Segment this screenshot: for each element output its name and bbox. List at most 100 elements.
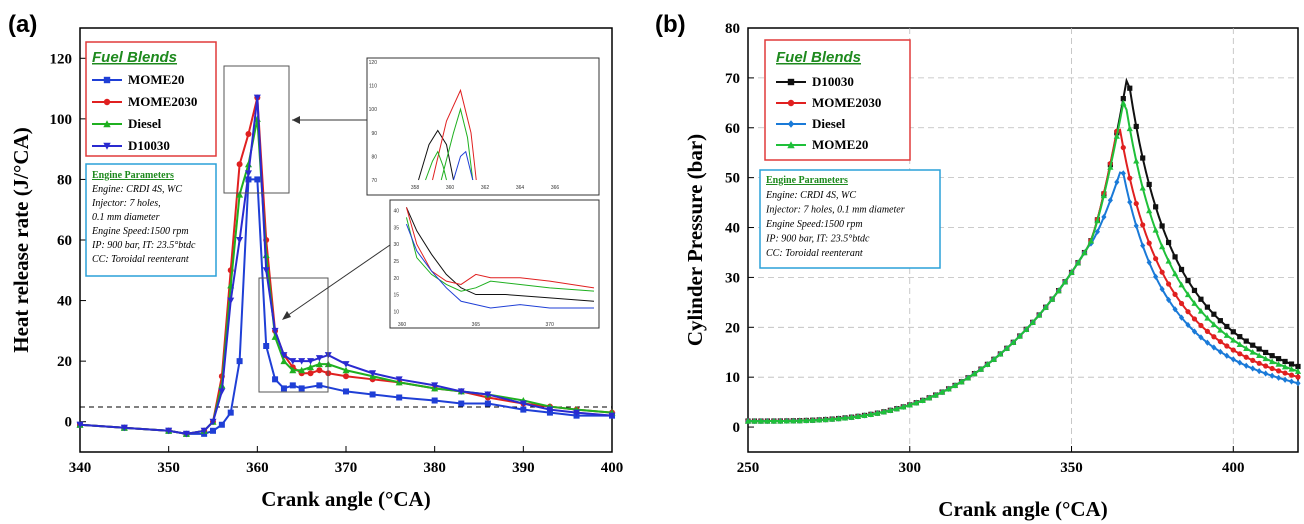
x-tick-label-a: 370 <box>335 460 358 476</box>
engine-params-a: Engine Parameters Engine: CRDI 4S, WC Inj… <box>85 163 217 277</box>
data-point-b-mome20 <box>1191 300 1198 306</box>
x-tick-label-a: 390 <box>512 460 535 476</box>
data-point-b-diesel <box>1133 222 1139 229</box>
data-point-b-mome20 <box>848 414 855 420</box>
inset-peak-curve <box>432 88 477 181</box>
data-point-b-mome20 <box>1236 341 1243 347</box>
data-point-b-mome2030 <box>1140 222 1146 228</box>
data-point-b-mome20 <box>867 411 875 417</box>
data-point-b-d10030 <box>1217 318 1223 324</box>
data-point-b-diesel <box>1263 370 1269 377</box>
data-point-b-mome20 <box>1107 164 1114 170</box>
data-point-a-d10030 <box>227 297 235 305</box>
x-tick-label-b: 400 <box>1222 460 1245 476</box>
param-line-a: Engine: CRDI 4S, WC <box>91 184 182 195</box>
data-point-b-mome20 <box>757 417 765 424</box>
data-point-b-diesel <box>1295 380 1301 387</box>
data-point-b-mome2030 <box>1204 328 1211 334</box>
arrow-peak-head <box>292 116 300 124</box>
data-point-a-mome20 <box>280 385 287 392</box>
inset-tail-y-tick: 20 <box>393 276 399 282</box>
data-point-b-mome2030 <box>1191 316 1198 322</box>
data-point-b-mome20 <box>1094 217 1101 224</box>
data-point-b-mome20 <box>1184 291 1192 298</box>
data-point-b-diesel <box>1243 362 1249 369</box>
data-point-b-mome2030 <box>1256 360 1262 366</box>
data-point-b-diesel <box>1217 348 1223 355</box>
data-point-b-mome20 <box>964 374 972 381</box>
panel-label-b: (b) <box>655 11 686 38</box>
data-point-b-mome20 <box>958 378 965 385</box>
data-point-b-mome20 <box>744 417 752 424</box>
data-point-a-d10030 <box>165 427 173 435</box>
data-point-a-d10030 <box>315 355 323 362</box>
data-point-b-mome20 <box>1178 281 1185 288</box>
data-point-b-mome20 <box>1243 345 1250 351</box>
params-box-a <box>85 163 217 277</box>
data-point-b-mome20 <box>1016 332 1023 339</box>
legend-items-b: D10030 MOME2030 Diesel MOME20 <box>776 74 881 152</box>
legend-label-a: D10030 <box>128 138 170 153</box>
data-point-a-d10030 <box>431 382 439 389</box>
data-point-a-d10030 <box>182 430 190 438</box>
legend-label-b: Diesel <box>812 116 846 131</box>
param-line-a: 0.1 mm diameter <box>92 212 160 223</box>
data-point-b-mome2030 <box>1146 240 1152 246</box>
inset-peak-y-tick: 100 <box>369 107 378 113</box>
data-point-b-diesel <box>1107 197 1113 204</box>
data-point-b-d10030 <box>1185 277 1191 284</box>
y-tick-label-a: 0 <box>65 415 73 431</box>
data-point-b-d10030 <box>1127 85 1133 91</box>
data-point-b-mome20 <box>1139 184 1146 191</box>
data-point-b-d10030 <box>1133 123 1139 130</box>
data-point-b-mome20 <box>854 413 862 419</box>
x-tick-label-b: 350 <box>1060 460 1083 476</box>
data-point-b-diesel <box>1237 359 1243 366</box>
data-point-b-mome2030 <box>1120 144 1126 151</box>
data-point-b-mome20 <box>1165 257 1172 264</box>
inset-peak-x-tick: 366 <box>551 185 560 191</box>
data-point-a-mome20 <box>316 382 323 389</box>
legend-marker-a <box>103 76 111 84</box>
data-point-b-diesel <box>1256 368 1262 375</box>
chart-b: 0 10 20 30 40 50 60 70 80 250 300 350 400 Crank angl… <box>683 21 1302 521</box>
data-point-a-mome20 <box>227 409 234 416</box>
data-point-b-diesel <box>1269 372 1275 379</box>
data-point-b-d10030 <box>1153 204 1159 210</box>
inset-peak-y-tick: 120 <box>369 60 378 66</box>
data-point-b-mome20 <box>1262 355 1269 362</box>
data-point-b-diesel <box>1140 242 1146 249</box>
data-point-b-d10030 <box>1230 329 1236 335</box>
data-point-b-mome20 <box>822 416 829 423</box>
data-point-b-d10030 <box>1120 96 1126 102</box>
data-point-a-mome20 <box>289 382 296 389</box>
data-point-b-diesel <box>1185 321 1191 329</box>
legend-label-b: MOME2030 <box>812 95 881 110</box>
data-point-b-diesel <box>1114 179 1120 186</box>
data-point-a-d10030 <box>289 358 297 365</box>
data-point-b-diesel <box>1204 339 1211 346</box>
legend-label-a: Diesel <box>128 116 162 131</box>
data-point-b-mome20 <box>1074 259 1082 266</box>
legend-box-a <box>85 41 217 157</box>
data-point-a-mome20 <box>458 400 465 407</box>
x-axis-title-b: Crank angle (°CA) <box>938 497 1107 521</box>
data-point-b-d10030 <box>1198 296 1204 302</box>
zoom-box-peak <box>223 65 290 194</box>
data-point-b-mome20 <box>1256 352 1263 359</box>
y-tick-label-b: 10 <box>725 370 740 386</box>
inset-tail-x-tick: 360 <box>398 322 407 328</box>
legend-label-b: D10030 <box>812 74 854 89</box>
data-point-b-d10030 <box>1269 353 1275 359</box>
param-line-a: IP: 900 bar, IT: 23.5°btdc <box>91 240 196 251</box>
data-point-b-mome2030 <box>1217 338 1223 345</box>
data-point-b-mome2030 <box>1133 200 1139 207</box>
data-point-b-mome20 <box>1100 192 1107 199</box>
data-point-b-diesel <box>1153 273 1159 280</box>
inset-tail-content: 360 365 370 10 15 20 25 30 35 40 <box>393 207 595 328</box>
data-point-a-mome2030 <box>343 373 349 380</box>
data-point-a-mome20 <box>263 343 270 349</box>
param-line-b: Engine Speed:1500 rpm <box>765 219 863 230</box>
data-point-a-d10030 <box>271 327 279 335</box>
y-tick-label-a: 60 <box>57 233 72 249</box>
